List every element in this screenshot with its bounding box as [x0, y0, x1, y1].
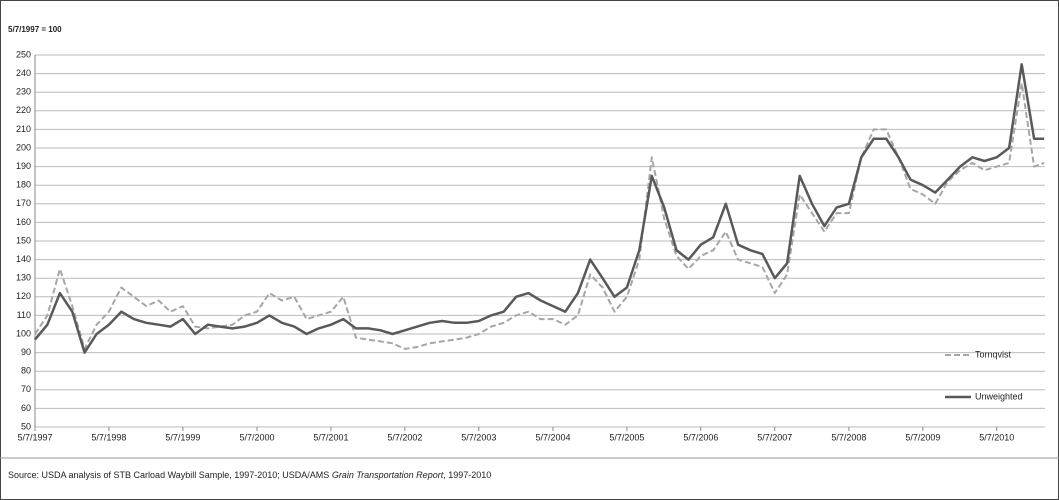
y-tick-label: 60	[21, 403, 31, 413]
x-tick-label: 5/7/2007	[757, 432, 792, 442]
x-tick-label: 5/7/2005	[609, 432, 644, 442]
y-tick-label: 250	[16, 49, 31, 59]
y-tick-label: 240	[16, 68, 31, 78]
x-tick-label: 5/7/2002	[387, 432, 422, 442]
y-tick-label: 160	[16, 217, 31, 227]
y-tick-label: 210	[16, 124, 31, 134]
source-tail: , 1997-2010	[443, 470, 491, 480]
y-tick-label: 70	[21, 384, 31, 394]
source: Source: USDA analysis of STB Carload Way…	[8, 470, 491, 480]
source-text: Source: USDA analysis of STB Carload Way…	[8, 470, 332, 480]
y-tick-label: 80	[21, 366, 31, 376]
y-tick-label: 230	[16, 87, 31, 97]
y-tick-label: 110	[17, 310, 31, 320]
y-tick-label: 100	[16, 328, 31, 338]
x-tick-label: 5/7/2004	[535, 432, 570, 442]
legend-label: Unweighted	[975, 391, 1023, 401]
x-tick-label: 5/7/1997	[17, 432, 52, 442]
y-tick-label: 220	[16, 105, 31, 115]
y-tick-label: 180	[16, 180, 31, 190]
x-tick-label: 5/7/2001	[313, 432, 348, 442]
x-tick-label: 5/7/2010	[979, 432, 1014, 442]
series-line	[34, 63, 1045, 354]
y-tick-label: 50	[21, 421, 31, 431]
y-tick-label: 130	[16, 273, 31, 283]
y-tick-label: 90	[21, 347, 31, 357]
y-tick-label: 120	[16, 291, 31, 301]
x-tick-label: 5/7/2006	[683, 432, 718, 442]
y-tick-label: 150	[16, 235, 31, 245]
x-tick-label: 5/7/1999	[165, 432, 200, 442]
y-axis-label: 5/7/1997 = 100	[8, 25, 62, 34]
source-italic: Grain Transportation Report	[332, 470, 444, 480]
x-tick-label: 5/7/2008	[831, 432, 866, 442]
x-tick-label: 5/7/2000	[239, 432, 274, 442]
x-tick-label: 5/7/1998	[91, 432, 126, 442]
y-tick-label: 170	[16, 198, 31, 208]
x-tick-label: 5/7/2009	[905, 432, 940, 442]
y-tick-label: 190	[16, 161, 31, 171]
y-tick-label: 200	[16, 142, 31, 152]
x-tick-label: 5/7/2003	[461, 432, 496, 442]
legend-label: Tornqvist	[975, 349, 1012, 359]
y-tick-label: 140	[16, 254, 31, 264]
